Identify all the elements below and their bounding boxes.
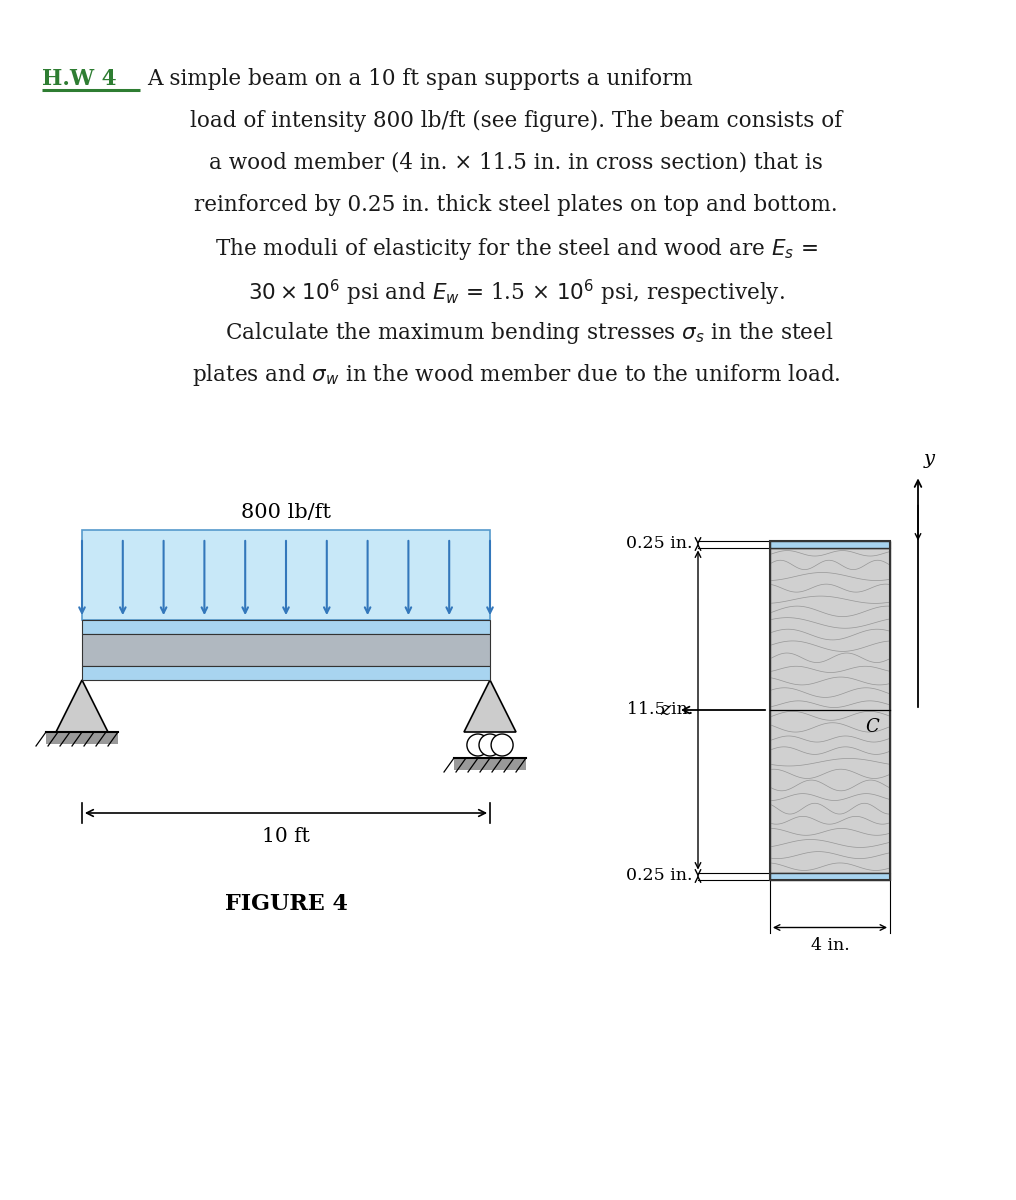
Text: y: y — [924, 450, 935, 468]
Circle shape — [479, 734, 501, 756]
Bar — [46, 732, 118, 744]
Bar — [770, 540, 890, 547]
Text: Calculate the maximum bending stresses $\sigma_s$ in the steel: Calculate the maximum bending stresses $… — [198, 320, 834, 346]
Text: FIGURE 4: FIGURE 4 — [225, 893, 347, 914]
Text: reinforced by 0.25 in. thick steel plates on top and bottom.: reinforced by 0.25 in. thick steel plate… — [194, 194, 838, 216]
Bar — [82, 666, 490, 680]
Text: 800 lb/ft: 800 lb/ft — [241, 503, 331, 522]
Text: z: z — [659, 701, 670, 719]
Text: a wood member (4 in. × 11.5 in. in cross section) that is: a wood member (4 in. × 11.5 in. in cross… — [209, 152, 823, 174]
Text: 10 ft: 10 ft — [262, 827, 310, 846]
Bar — [770, 872, 890, 880]
Text: 0.25 in.: 0.25 in. — [627, 868, 693, 884]
Circle shape — [467, 734, 489, 756]
Text: load of intensity 800 lb/ft (see figure). The beam consists of: load of intensity 800 lb/ft (see figure)… — [190, 110, 842, 132]
Bar — [454, 758, 526, 770]
Circle shape — [491, 734, 513, 756]
Bar — [82, 620, 490, 634]
Bar — [82, 530, 490, 620]
Text: 0.25 in.: 0.25 in. — [627, 535, 693, 552]
Text: 4 in.: 4 in. — [811, 937, 849, 954]
Bar — [770, 540, 890, 880]
Polygon shape — [56, 680, 108, 732]
Text: The moduli of elasticity for the steel and wood are $E_s$ =: The moduli of elasticity for the steel a… — [214, 236, 818, 262]
Text: A simple beam on a 10 ft span supports a uniform: A simple beam on a 10 ft span supports a… — [147, 68, 693, 90]
Text: C: C — [866, 718, 879, 736]
Bar — [770, 547, 890, 872]
Bar — [82, 634, 490, 666]
Text: 11.5 in.: 11.5 in. — [627, 702, 693, 719]
Text: plates and $\sigma_w$ in the wood member due to the uniform load.: plates and $\sigma_w$ in the wood member… — [192, 362, 840, 388]
Text: $30 \times 10^6$ psi and $E_w$ = 1.5 × $10^6$ psi, respectively.: $30 \times 10^6$ psi and $E_w$ = 1.5 × $… — [248, 278, 784, 308]
Polygon shape — [464, 680, 516, 732]
Text: H.W 4: H.W 4 — [42, 68, 117, 90]
